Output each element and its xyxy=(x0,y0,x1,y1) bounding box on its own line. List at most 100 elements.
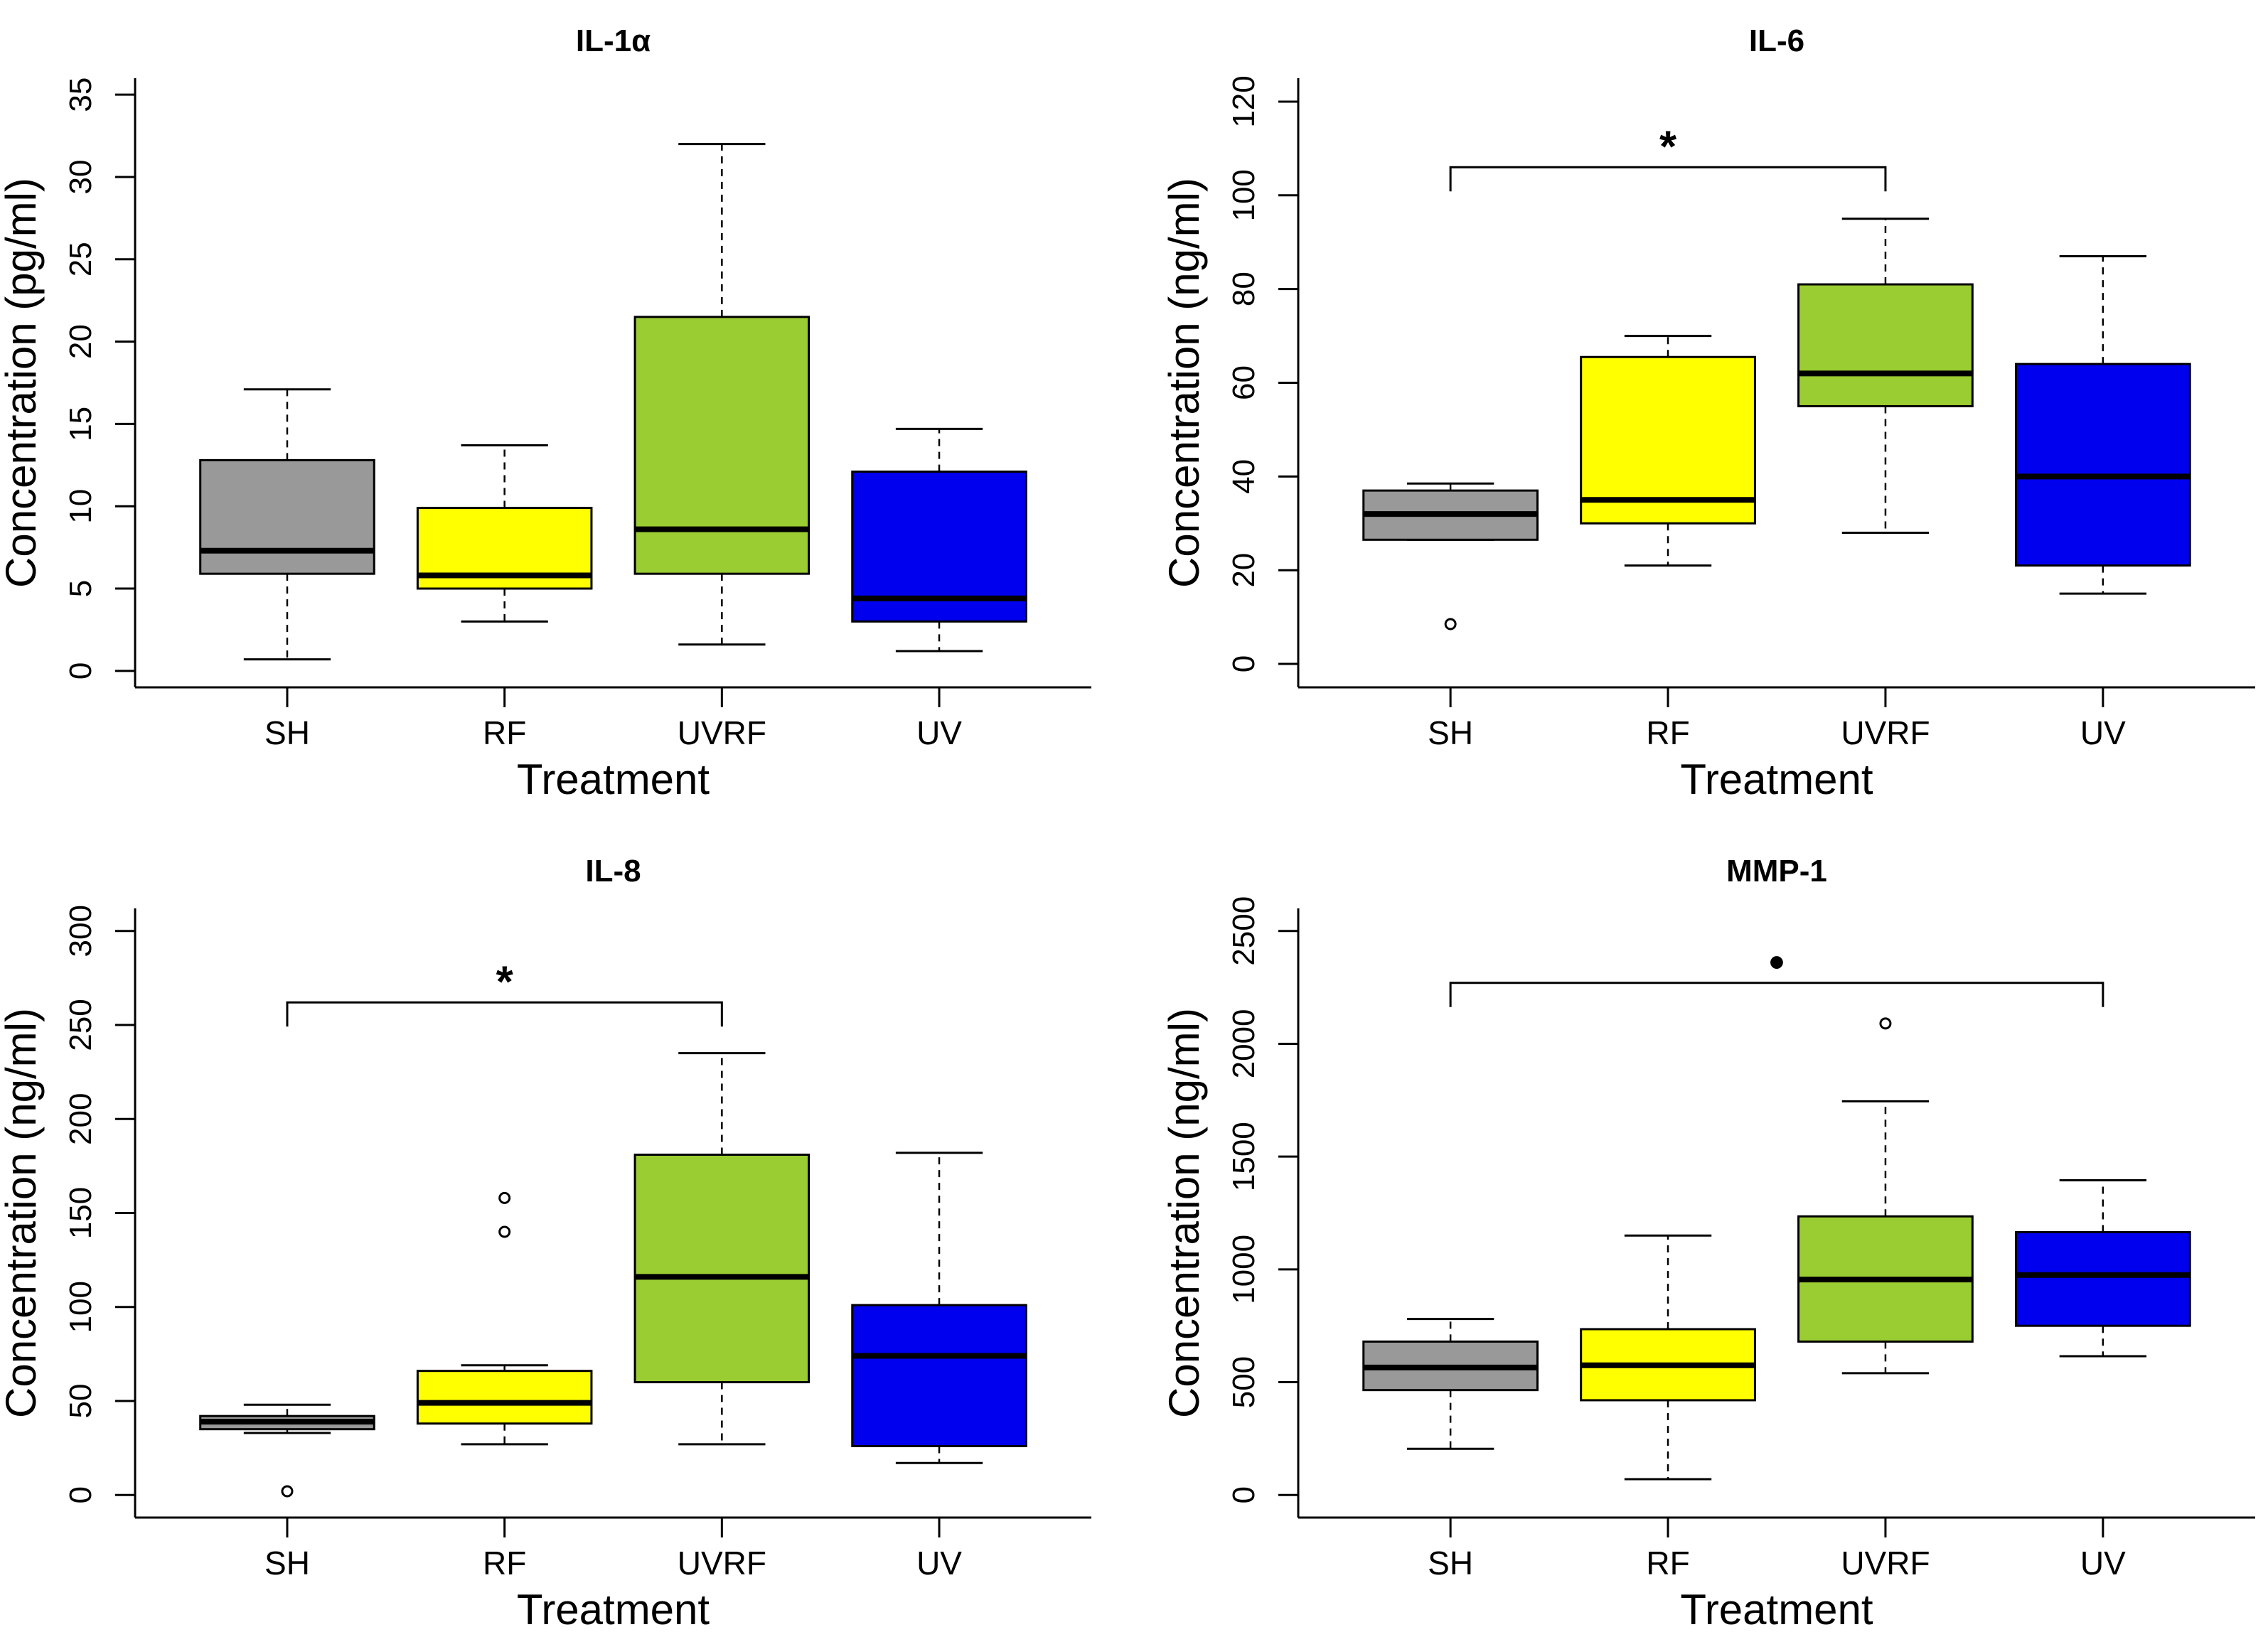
box-uvrf xyxy=(633,143,811,646)
y-axis-label: Concentration (ng/ml) xyxy=(1160,178,1208,588)
x-tick-label-uv: UV xyxy=(916,1545,962,1582)
y-tick-label: 1000 xyxy=(1226,1235,1261,1304)
outlier-point xyxy=(281,1485,294,1498)
box-iqr xyxy=(633,1154,811,1384)
x-tick-label-sh: SH xyxy=(264,1545,310,1582)
box-sh xyxy=(199,1403,375,1498)
y-tick-label: 40 xyxy=(1226,459,1261,494)
box-uvrf xyxy=(633,1052,811,1446)
box-iqr xyxy=(2015,363,2191,567)
box-sh xyxy=(1362,1318,1539,1450)
x-tick-label-uvrf: UVRF xyxy=(678,1545,766,1582)
y-tick-label: 80 xyxy=(1226,272,1261,306)
x-tick-label-sh: SH xyxy=(1428,714,1473,751)
x-tick-label-uvrf: UVRF xyxy=(1841,1545,1930,1582)
y-tick-label: 250 xyxy=(63,999,98,1051)
x-tick-label-uvrf: UVRF xyxy=(1841,714,1930,751)
chart-title: IL-1α xyxy=(576,23,651,58)
box-iqr xyxy=(2015,1230,2191,1327)
significance-label: * xyxy=(496,957,514,1006)
significance-bracket: • xyxy=(1449,938,2104,1007)
x-tick-label-rf: RF xyxy=(1646,714,1689,751)
y-tick-label: 300 xyxy=(63,905,98,957)
box-sh xyxy=(199,388,375,661)
bracket-line xyxy=(286,1001,723,1027)
y-tick-label: 10 xyxy=(63,489,98,524)
x-axis-label: Treatment xyxy=(517,756,710,803)
significance-bracket: * xyxy=(1449,122,1887,192)
y-tick-label: 2500 xyxy=(1226,896,1261,966)
outlier-point xyxy=(498,1191,511,1204)
significance-bracket: * xyxy=(286,957,723,1027)
y-tick-label: 100 xyxy=(1226,169,1261,221)
y-tick-label: 20 xyxy=(63,324,98,359)
x-axis-label: Treatment xyxy=(1680,1586,1873,1632)
y-tick-label: 150 xyxy=(63,1187,98,1239)
box-rf xyxy=(416,1191,593,1446)
y-tick-label: 0 xyxy=(1226,1486,1261,1503)
x-tick-label-uvrf: UVRF xyxy=(678,714,766,751)
x-tick-label-sh: SH xyxy=(264,714,310,751)
y-tick-label: 500 xyxy=(1226,1356,1261,1408)
box-iqr xyxy=(1797,283,1974,407)
x-tick-label-uv: UV xyxy=(916,714,962,751)
x-tick-label-rf: RF xyxy=(483,1545,526,1582)
box-uvrf xyxy=(1797,1017,1974,1375)
chart-panel-4: MMP-1 0 500 1000 1500 2000 2500 Concentration (… xyxy=(1160,854,2255,1632)
box-iqr xyxy=(851,1304,1027,1447)
y-tick-label: 20 xyxy=(1226,553,1261,588)
chart-title: MMP-1 xyxy=(1726,854,1827,889)
x-tick-label-rf: RF xyxy=(1646,1545,1689,1582)
x-axis-label: Treatment xyxy=(1680,756,1873,803)
y-tick-label: 60 xyxy=(1226,365,1261,400)
chart-panel-1: IL-1α 0 5 10 15 20 25 30 35 Concentration (pg/ml)… xyxy=(0,23,1091,803)
bracket-line xyxy=(1449,166,1887,192)
box-uv xyxy=(2015,255,2191,595)
outlier-point xyxy=(1444,618,1457,630)
significance-label: * xyxy=(1659,122,1677,171)
y-axis-label: Concentration (pg/ml) xyxy=(0,178,45,588)
y-tick-label: 2000 xyxy=(1226,1009,1261,1078)
box-iqr xyxy=(633,316,811,575)
box-sh xyxy=(1362,482,1539,630)
y-tick-label: 5 xyxy=(63,580,98,597)
outlier-point xyxy=(498,1225,511,1238)
y-tick-label: 0 xyxy=(63,1486,98,1503)
y-tick-label: 35 xyxy=(63,77,98,112)
y-axis-label: Concentration (ng/ml) xyxy=(0,1008,45,1418)
x-tick-label-uv: UV xyxy=(2080,714,2126,751)
box-iqr xyxy=(416,1370,593,1425)
box-iqr xyxy=(199,458,375,575)
box-uv xyxy=(851,1151,1027,1464)
x-tick-label-rf: RF xyxy=(483,714,526,751)
y-tick-label: 0 xyxy=(1226,655,1261,672)
box-uvrf xyxy=(1797,218,1974,534)
y-axis-label: Concentration (ng/ml) xyxy=(1160,1008,1208,1418)
bracket-line xyxy=(1449,982,2104,1007)
outlier-point xyxy=(1879,1017,1892,1030)
y-tick-label: 25 xyxy=(63,242,98,277)
box-uv xyxy=(2015,1179,2191,1358)
box-rf xyxy=(1580,1234,1756,1481)
box-uv xyxy=(851,427,1027,653)
y-tick-label: 100 xyxy=(63,1281,98,1333)
y-tick-label: 30 xyxy=(63,159,98,194)
x-tick-label-uv: UV xyxy=(2080,1545,2126,1582)
significance-label: • xyxy=(1769,938,1785,987)
box-iqr xyxy=(1580,355,1756,525)
chart-title: IL-8 xyxy=(585,854,641,889)
y-tick-label: 1500 xyxy=(1226,1122,1261,1191)
y-tick-label: 200 xyxy=(63,1093,98,1145)
chart-panel-2: IL-6 0 20 40 60 80 100 120 Concentration (ng/ml)… xyxy=(1160,23,2255,803)
chart-panel-3: IL-8 0 50 100 150 200 250 300 Concentration (ng/… xyxy=(0,854,1091,1632)
y-tick-label: 120 xyxy=(1226,75,1261,127)
y-tick-label: 15 xyxy=(63,407,98,441)
x-tick-label-sh: SH xyxy=(1428,1545,1473,1582)
box-rf xyxy=(1580,335,1756,567)
y-tick-label: 0 xyxy=(63,662,98,680)
chart-title: IL-6 xyxy=(1749,23,1804,58)
x-axis-label: Treatment xyxy=(517,1586,710,1632)
box-rf xyxy=(416,444,593,623)
